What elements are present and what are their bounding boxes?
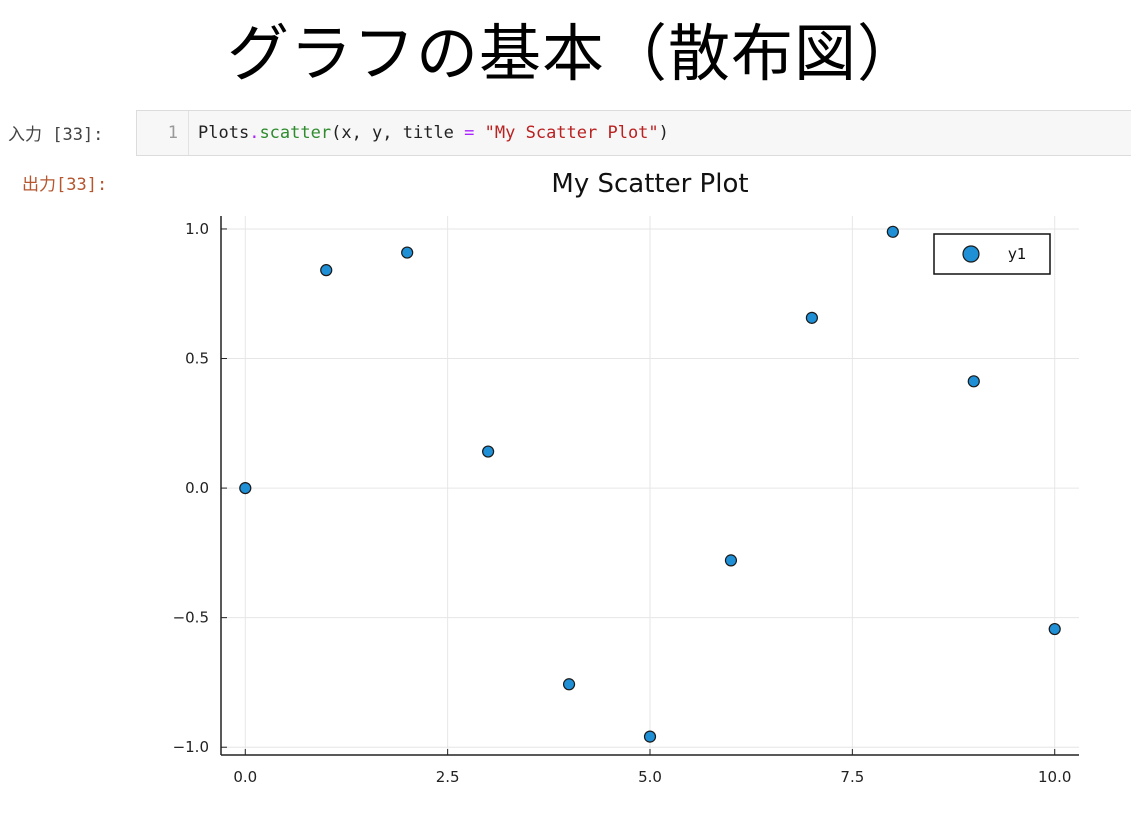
code-cell[interactable]: 1 Plots.scatter(x, y, title = "My Scatte… <box>136 110 1131 156</box>
data-point <box>886 225 899 238</box>
code-function: scatter <box>259 123 332 143</box>
x-tick-label: 10.0 <box>1038 768 1071 786</box>
y-tick-label: −0.5 <box>173 609 209 627</box>
code-line[interactable]: Plots.scatter(x, y, title = "My Scatter … <box>198 111 669 155</box>
legend-marker <box>962 245 980 263</box>
grid <box>221 216 1079 755</box>
x-tick-label: 7.5 <box>840 768 864 786</box>
y-tick-label: 0.5 <box>185 350 209 368</box>
slide-title: グラフの基本（散布図） <box>226 17 920 90</box>
code-module: Plots <box>198 123 250 143</box>
input-prompt: 入力 [33]: <box>8 125 104 145</box>
code-close-paren: ) <box>658 123 669 143</box>
chart-title: My Scatter Plot <box>551 169 748 199</box>
data-point <box>562 678 576 691</box>
code-args: (x, y, title <box>331 123 465 143</box>
y-tick-label: 1.0 <box>185 220 209 238</box>
scatter-plot-svg: My Scatter Plot 0.0 2.5 5.0 7.5 10.0 −1.0 −0.5… <box>173 169 1079 786</box>
data-points <box>239 225 1061 743</box>
y-tick-label: −1.0 <box>173 738 209 756</box>
data-point <box>239 481 252 495</box>
data-point <box>401 246 414 259</box>
output-prompt: 出力[33]: <box>22 175 108 195</box>
legend-box <box>933 233 1051 275</box>
code-space <box>474 123 484 143</box>
data-point <box>805 311 818 324</box>
y-tick-label: 0.0 <box>185 479 209 497</box>
data-point <box>320 264 333 277</box>
scatter-plot-output: My Scatter Plot 0.0 2.5 5.0 7.5 10.0 −1.0 −0.5… <box>136 158 1136 818</box>
code-dot: . <box>249 123 260 143</box>
code-string: "My Scatter Plot" <box>484 123 659 143</box>
data-point <box>643 730 657 743</box>
x-tick-label: 5.0 <box>638 768 662 786</box>
code-operator: = <box>464 123 475 143</box>
line-number: 1 <box>137 111 189 155</box>
legend: y1 <box>933 233 1051 275</box>
tick-labels: 0.0 2.5 5.0 7.5 10.0 −1.0 −0.5 0.0 0.5 1.0 <box>173 220 1072 786</box>
x-tick-label: 0.0 <box>233 768 257 786</box>
data-point <box>724 554 738 567</box>
legend-label: y1 <box>1008 245 1026 263</box>
data-point <box>482 445 495 458</box>
axes <box>220 216 1079 756</box>
x-tick-label: 2.5 <box>436 768 460 786</box>
data-point <box>1048 622 1061 636</box>
data-point <box>967 375 980 388</box>
